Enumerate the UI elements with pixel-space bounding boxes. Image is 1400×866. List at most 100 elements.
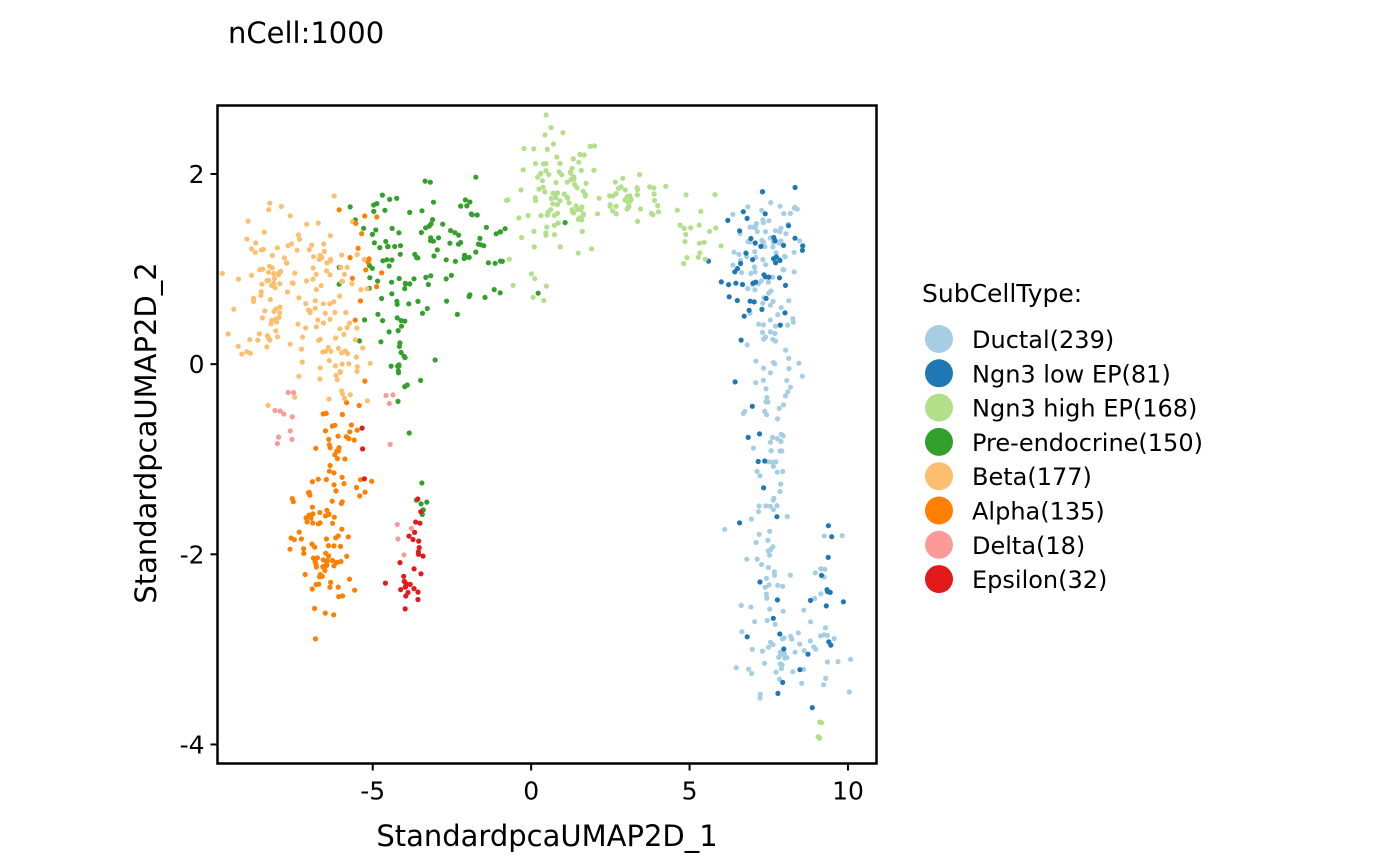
data-point [274,441,280,447]
data-point [432,357,438,363]
data-point [744,634,750,640]
data-point [423,225,429,231]
data-point [397,243,404,249]
data-point [412,251,418,257]
data-point [543,283,550,289]
data-point [322,610,328,616]
data-point [725,217,731,223]
data-point [398,349,404,356]
data-point [766,218,772,224]
data-point [320,411,326,417]
data-point [726,282,732,288]
series-points [287,207,385,642]
data-point [337,326,343,332]
data-point [312,305,318,311]
data-point [267,200,273,206]
data-point [378,339,384,345]
legend-label: Beta(177) [972,463,1092,491]
data-point [277,304,283,310]
data-point [326,358,332,364]
data-point [782,310,788,316]
data-point [554,154,560,160]
data-point [677,222,683,228]
data-point [418,229,424,236]
legend-label: Pre-endocrine(150) [972,429,1203,457]
data-point [415,589,421,595]
data-point [745,434,751,440]
data-point [607,202,613,208]
data-point [777,322,783,328]
data-point [317,376,323,382]
data-point [749,403,755,409]
data-point [380,318,386,324]
data-point [327,301,333,307]
data-point [764,617,770,624]
data-point [382,207,388,213]
data-point [684,255,690,261]
data-point [589,246,595,252]
data-point [265,402,271,408]
data-point [791,269,797,275]
legend-label: Ductal(239) [972,326,1114,354]
data-point [782,282,789,288]
data-point [769,434,776,441]
data-point [333,488,339,494]
data-point [780,468,786,475]
data-point [770,298,776,304]
data-point [740,209,746,215]
data-point [773,260,779,266]
data-point [396,275,402,282]
data-point [353,220,359,226]
data-point [276,434,282,440]
data-point [612,179,618,185]
data-point [239,351,245,357]
data-points [219,112,854,741]
data-point [824,659,831,665]
data-point [341,395,347,401]
data-point [331,299,337,305]
data-point [375,311,381,317]
data-point [822,566,828,572]
data-point [427,179,433,185]
data-point [651,185,657,191]
data-point [579,217,585,223]
data-point [317,572,323,578]
data-point [251,298,257,304]
data-point [331,470,337,476]
data-point [569,165,575,171]
data-point [274,319,280,325]
data-point [737,228,743,234]
data-point [382,580,388,586]
data-point [765,279,772,285]
data-point [778,481,784,487]
data-point [387,196,393,202]
data-point [303,301,309,307]
data-point [596,195,602,201]
data-point [760,257,766,263]
data-point [848,656,854,663]
data-point [245,218,251,224]
data-point [707,228,713,234]
data-point [473,249,479,255]
data-point [288,535,294,541]
data-point [322,567,328,574]
data-point [317,252,323,258]
data-point [419,480,425,486]
data-point [579,228,585,235]
series-points [722,189,854,701]
data-point [683,192,689,198]
data-point [407,209,413,215]
data-point [264,278,270,284]
data-point [634,192,641,198]
data-point [624,206,630,212]
data-point [277,310,283,316]
data-point [738,337,744,343]
data-point [332,309,338,316]
data-point [570,156,576,162]
data-point [347,429,353,435]
legend-item: Epsilon(32) [925,565,1107,594]
data-point [568,170,574,176]
data-point [542,132,548,138]
data-point [317,509,323,516]
data-point [610,208,616,214]
